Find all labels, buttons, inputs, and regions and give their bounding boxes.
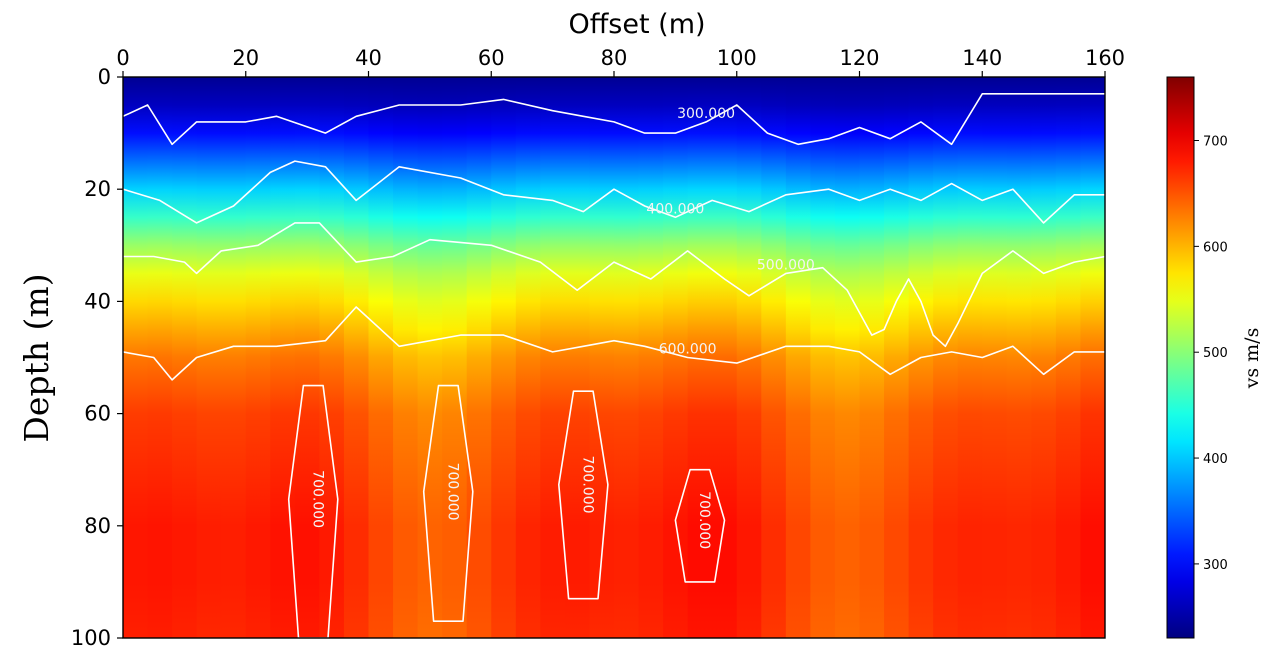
velocity-field	[123, 77, 1105, 638]
y-tick-label: 20	[84, 177, 111, 201]
heatmap-column	[982, 77, 1008, 638]
x-tick-label: 60	[478, 46, 505, 70]
y-tick-label: 40	[84, 289, 111, 313]
heatmap-column	[417, 77, 443, 638]
x-tick-label: 0	[116, 46, 129, 70]
x-tick-label: 40	[355, 46, 382, 70]
contour-700-region	[557, 390, 609, 600]
x-axis-label: Offset (m)	[568, 9, 705, 40]
contour-lines	[123, 93, 1105, 638]
heatmap-column	[638, 77, 664, 638]
y-axis-label: Depth (m)	[17, 273, 56, 442]
heatmap-column	[319, 77, 345, 638]
heatmap-column	[663, 77, 689, 638]
colorbar-ticks: 300 400 500 600 700	[1194, 135, 1228, 573]
y-tick-label: 100	[71, 626, 111, 650]
heatmap-column	[245, 77, 272, 638]
heatmap-column	[393, 77, 419, 638]
contour-label-600: 600.000	[659, 342, 717, 358]
y-tick-label: 0	[98, 65, 111, 89]
colorbar-tick-label: 300	[1203, 558, 1228, 573]
colorbar-tick-label: 700	[1203, 135, 1228, 150]
heatmap-column	[368, 77, 394, 638]
x-tick-label: 20	[232, 46, 259, 70]
contour-label-300: 300.000	[677, 106, 735, 122]
y-tick-label: 80	[84, 514, 111, 538]
heatmap-column	[712, 77, 738, 638]
heatmap-column	[540, 77, 566, 638]
heatmap-column	[196, 77, 222, 638]
heatmap-column	[515, 77, 542, 638]
colorbar-tick-label: 600	[1203, 240, 1228, 255]
contour-label-500: 500.000	[757, 257, 815, 273]
heatmap-column	[442, 77, 468, 638]
heatmap-column	[785, 77, 812, 638]
heatmap-column	[1055, 77, 1082, 638]
heatmap-column	[221, 77, 247, 638]
contour-700-region	[287, 384, 339, 638]
x-tick-label: 140	[962, 46, 1002, 70]
x-tick-label: 120	[839, 46, 879, 70]
y-axis-ticks: 0 20 40 60 80 100	[71, 65, 123, 650]
heatmap-column	[343, 77, 370, 638]
y-tick-label: 60	[84, 402, 111, 426]
contour-label-700: 700.000	[309, 470, 325, 528]
colorbar	[1166, 76, 1195, 639]
heatmap-column	[1031, 77, 1057, 638]
contour-label-700: 700.000	[579, 456, 595, 514]
contour-label-400: 400.000	[646, 201, 704, 217]
colorbar-label: vs m/s	[1241, 328, 1263, 390]
heatmap-column	[172, 77, 198, 638]
heatmap-column	[466, 77, 493, 638]
heatmap-column	[834, 77, 861, 638]
heatmap-column	[1080, 77, 1105, 638]
x-tick-label: 100	[717, 46, 757, 70]
contour-300	[123, 93, 1105, 146]
heatmap-column	[810, 77, 836, 638]
heatmap-column	[933, 77, 959, 638]
heatmap-column	[1006, 77, 1033, 638]
heatmap-column	[614, 77, 640, 638]
contour-600	[123, 306, 1105, 381]
heatmap-column	[884, 77, 910, 638]
contour-400	[123, 160, 1105, 224]
heatmap-column	[123, 77, 149, 638]
x-tick-label: 160	[1085, 46, 1125, 70]
x-axis-ticks: 0 20 40 60 80 100 120 140 160	[116, 46, 1125, 77]
contour-label-700: 700.000	[444, 463, 460, 521]
contour-700-region	[674, 468, 726, 583]
x-tick-label: 80	[601, 46, 628, 70]
heatmap-column	[491, 77, 517, 638]
contour-700-region	[422, 384, 474, 623]
heatmap-column	[736, 77, 763, 638]
heatmap-column	[564, 77, 591, 638]
contour-500	[123, 222, 1105, 348]
contour-labels: 300.000 400.000 500.000 600.000 700.000 700.0…	[309, 106, 815, 549]
heatmap-column	[294, 77, 321, 638]
colorbar-tick-label: 400	[1203, 452, 1228, 467]
heatmap-column	[761, 77, 787, 638]
contour-label-700: 700.000	[696, 491, 712, 549]
heatmap-column	[859, 77, 885, 638]
colorbar-tick-label: 500	[1203, 346, 1228, 361]
